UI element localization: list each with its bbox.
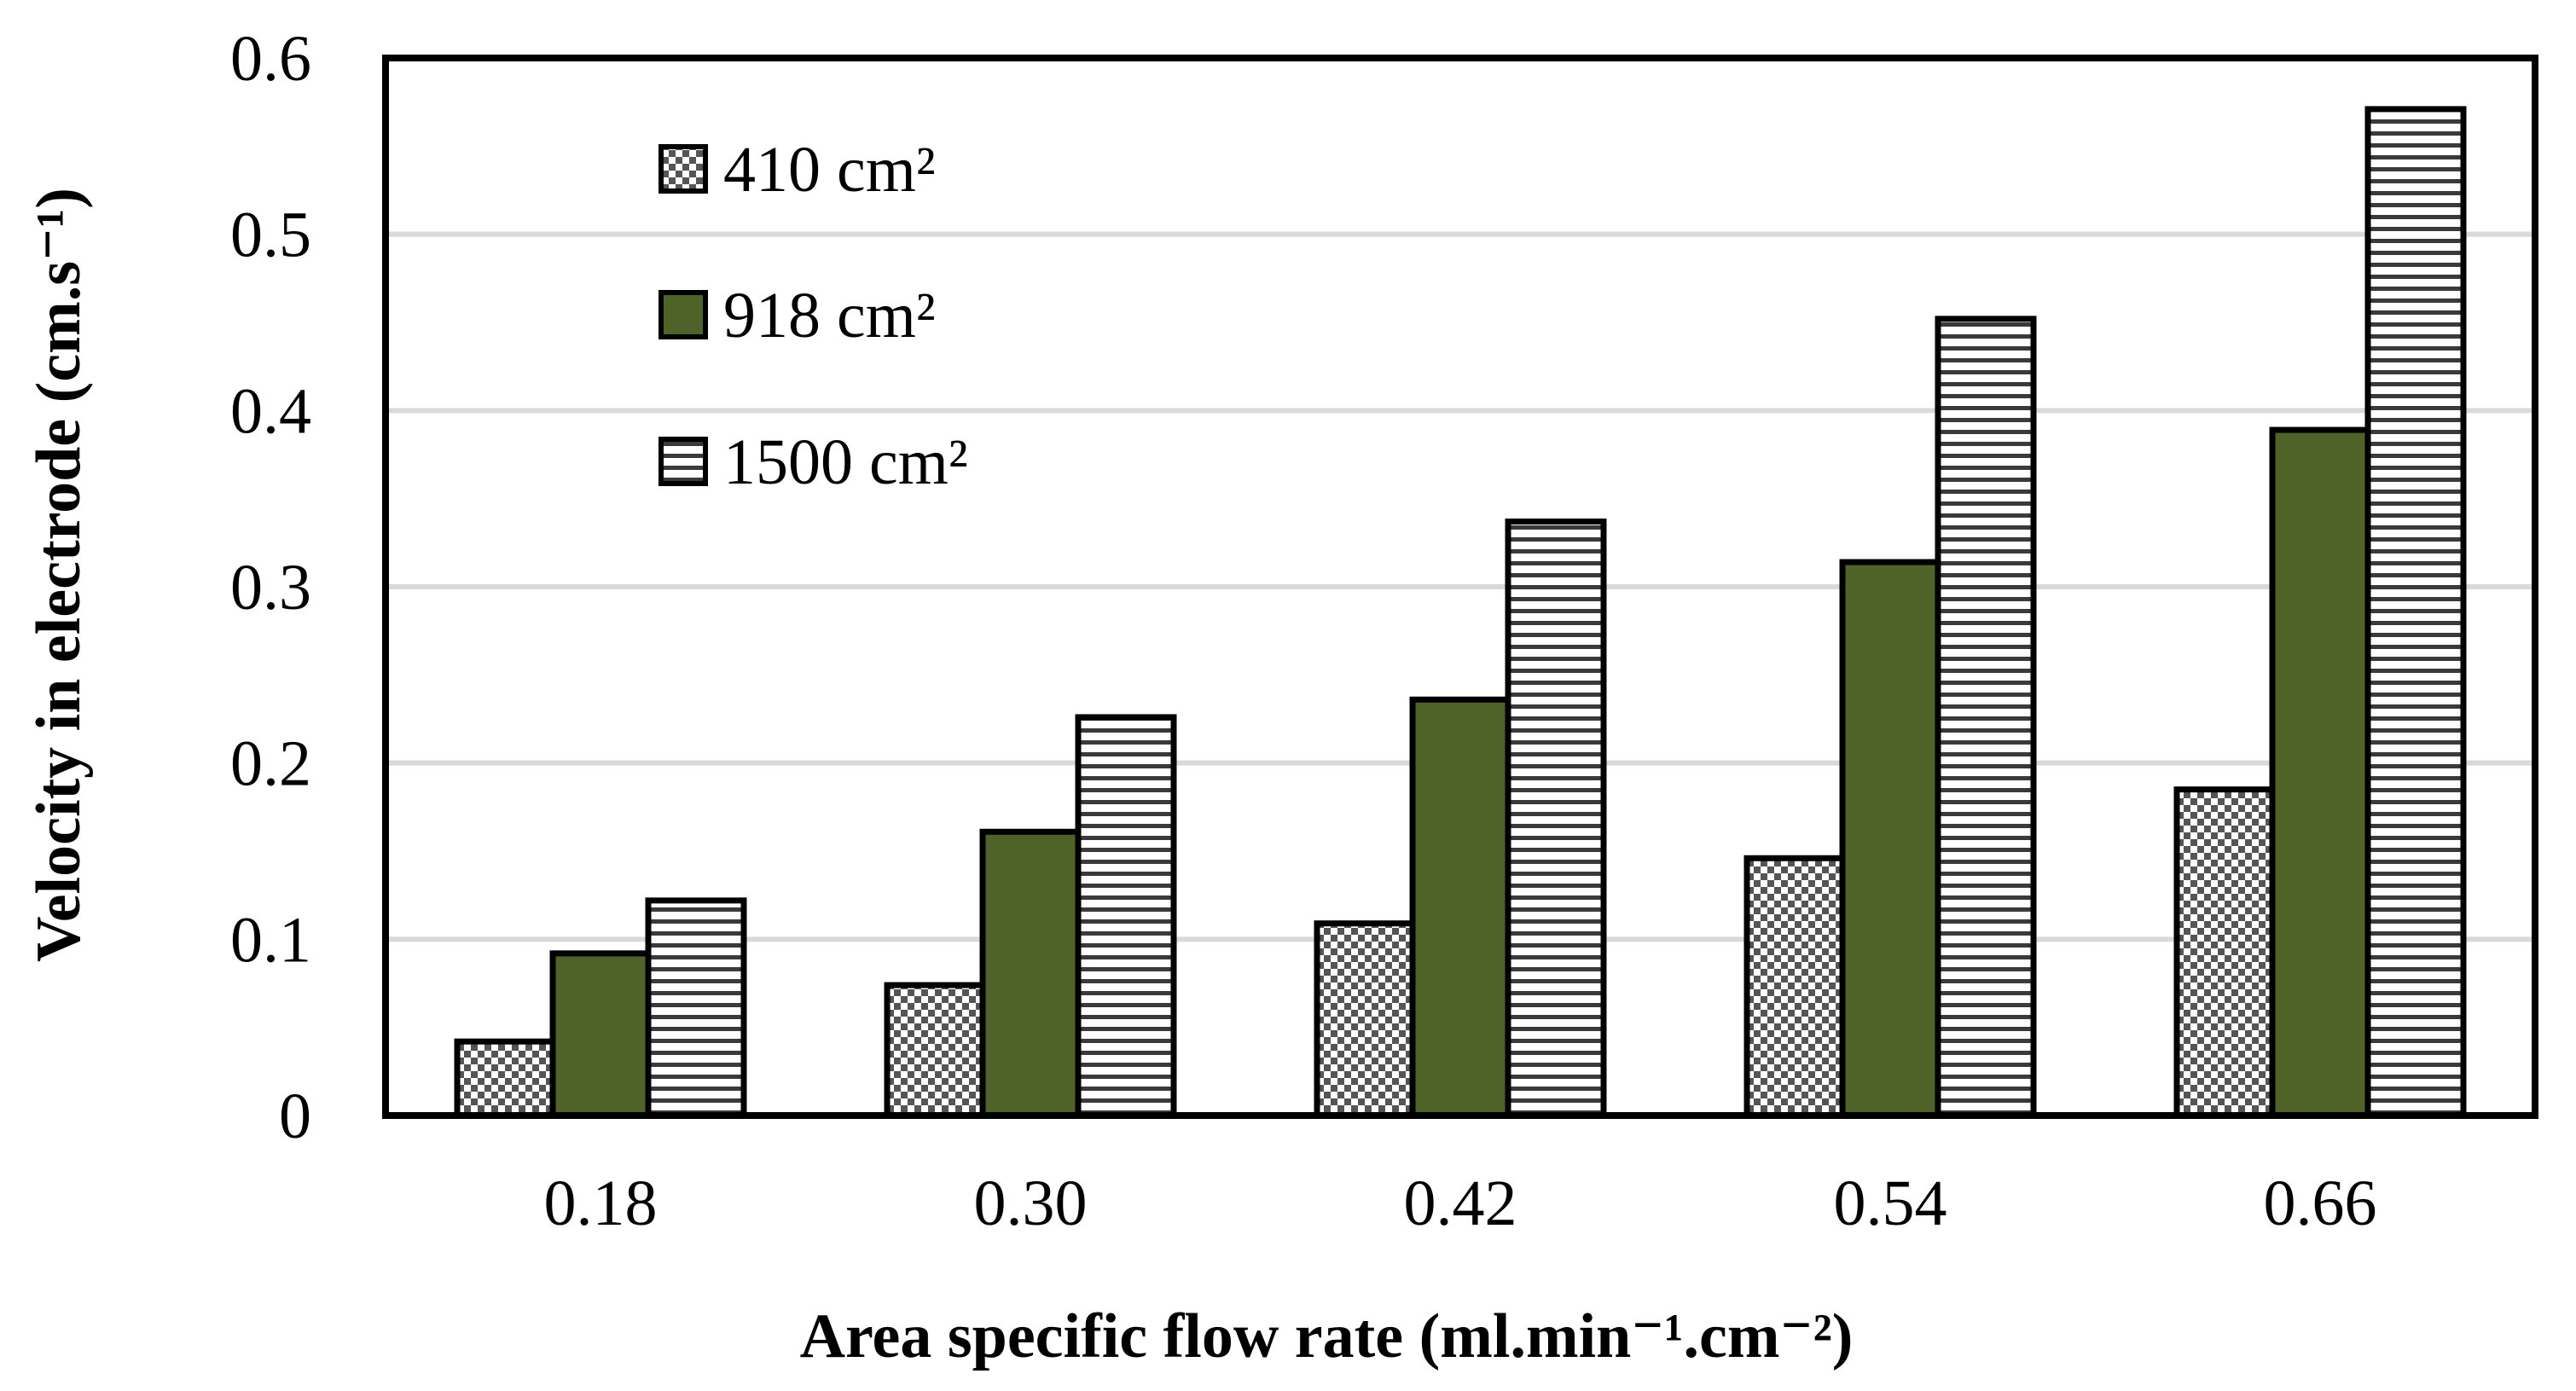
y-tick-label: 0.5 <box>230 200 311 271</box>
x-tick-labels: 0.18 0.30 0.42 0.54 0.66 <box>544 1168 2377 1239</box>
x-tick-label: 0.18 <box>544 1168 658 1239</box>
y-axis-title: Velocity in electrode (cm.s⁻¹) <box>24 188 94 962</box>
y-tick-label: 0.2 <box>230 728 311 800</box>
bar-410-0.66 <box>2173 786 2276 1119</box>
x-tick-label: 0.30 <box>974 1168 1088 1239</box>
y-tick-labels: 0 0.1 0.2 0.3 0.4 0.5 0.6 <box>230 23 311 1152</box>
bar-1500-0.18 <box>645 897 747 1119</box>
bar-410-0.30 <box>884 982 986 1119</box>
plot-frame <box>382 55 2538 1119</box>
legend-label-410: 410 cm² <box>723 134 936 206</box>
bar-918-0.18 <box>549 950 652 1119</box>
y-tick-label: 0 <box>279 1081 311 1152</box>
bars <box>454 106 2467 1119</box>
bar-410-0.42 <box>1314 920 1416 1119</box>
bar-410-0.18 <box>454 1038 556 1119</box>
x-tick-label: 0.54 <box>1834 1168 1947 1239</box>
legend: 410 cm² 918 cm² 1500 cm² <box>659 134 968 498</box>
bar-1500-0.30 <box>1075 714 1177 1119</box>
x-axis-title: Area specific flow rate (ml.min⁻¹.cm⁻²) <box>800 1301 1854 1371</box>
plot-border <box>382 55 2538 1119</box>
bar-918-0.42 <box>1409 696 1511 1119</box>
x-tick-label: 0.66 <box>2264 1168 2377 1239</box>
y-tick-label: 0.6 <box>230 23 311 95</box>
bar-1500-0.54 <box>1935 316 2037 1119</box>
bar-918-0.54 <box>1839 559 1941 1119</box>
bar-410-0.54 <box>1743 855 1846 1119</box>
y-tick-label: 0.3 <box>230 552 311 623</box>
legend-label-918: 918 cm² <box>723 280 936 351</box>
legend-swatch-1500 <box>659 437 708 486</box>
legend-swatch-410 <box>659 144 708 194</box>
bar-918-0.30 <box>979 828 1082 1119</box>
legend-label-1500: 1500 cm² <box>723 426 968 498</box>
bar-918-0.66 <box>2269 426 2371 1119</box>
legend-swatch-918 <box>659 290 708 339</box>
bar-1500-0.66 <box>2364 106 2467 1119</box>
bar-1500-0.42 <box>1505 519 1607 1119</box>
x-tick-label: 0.42 <box>1404 1168 1517 1239</box>
y-tick-label: 0.4 <box>230 375 311 447</box>
y-tick-label: 0.1 <box>230 904 311 976</box>
